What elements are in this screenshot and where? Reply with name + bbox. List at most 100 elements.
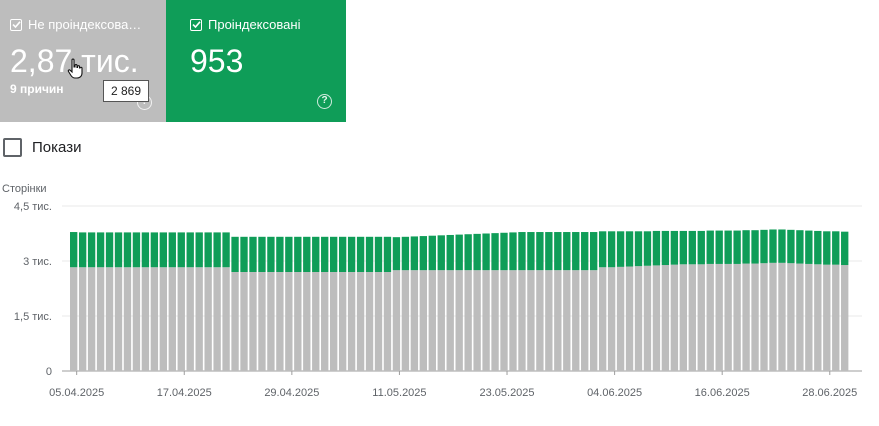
bar-indexed (733, 230, 741, 264)
bar-not_indexed (168, 267, 176, 371)
bar-not_indexed (105, 267, 114, 371)
bar-not_indexed (652, 265, 661, 371)
bar-not_indexed (832, 264, 840, 371)
bar-indexed (321, 236, 329, 272)
bar-not_indexed (132, 267, 141, 371)
bar-not_indexed (805, 263, 813, 371)
bar-indexed (267, 236, 275, 272)
bar-indexed (374, 236, 383, 272)
x-tick-label: 29.04.2025 (264, 387, 319, 399)
impressions-checkbox[interactable] (3, 138, 22, 157)
bar-not_indexed (661, 265, 670, 371)
bar-indexed (312, 236, 320, 272)
bar-indexed (607, 231, 616, 268)
bar-indexed (554, 232, 562, 271)
bar-indexed (814, 230, 822, 265)
question-circle-icon[interactable]: ? (317, 94, 332, 109)
bar-not_indexed (285, 272, 293, 371)
indexed-checkbox[interactable] (190, 18, 202, 31)
not-indexed-checkbox[interactable] (10, 18, 22, 31)
bar-indexed (482, 233, 490, 271)
bar-indexed (410, 236, 419, 271)
check-icon (11, 21, 21, 29)
bar-indexed (670, 230, 679, 265)
bar-indexed (401, 236, 410, 271)
bar-indexed (213, 232, 221, 268)
bar-indexed (841, 231, 849, 266)
bar-indexed (258, 236, 266, 272)
bar-not_indexed (455, 270, 463, 371)
bar-indexed (616, 231, 625, 267)
bar-indexed (159, 232, 168, 268)
bar-indexed (276, 236, 284, 272)
bar-indexed (518, 232, 526, 271)
bar-indexed (805, 230, 813, 264)
bar-not_indexed (643, 265, 652, 371)
bar-indexed (742, 230, 750, 264)
bar-indexed (751, 230, 759, 264)
bar-not_indexed (625, 266, 634, 371)
indexed-card[interactable]: Проіндексовані 953 ? (166, 0, 346, 122)
x-tick-label: 23.05.2025 (479, 387, 534, 399)
bar-not_indexed (769, 262, 777, 371)
bar-indexed (392, 237, 401, 271)
bar-not_indexed (222, 267, 230, 371)
bar-not_indexed (536, 270, 544, 371)
bar-not_indexed (598, 267, 607, 371)
bar-not_indexed (141, 267, 150, 371)
bar-indexed (356, 236, 365, 272)
not-indexed-header: Не проіндексова… (10, 17, 141, 32)
pages-chart: Сторінки 0 1,5 тис. 3 тис. 4,5 тис. 05.04.202… (2, 183, 862, 399)
bar-not_indexed (697, 264, 705, 371)
x-tick-label: 11.05.2025 (372, 387, 426, 399)
bar-not_indexed (814, 264, 822, 371)
y-tick-label: 4,5 тис. (14, 201, 52, 213)
bar-indexed (455, 234, 463, 271)
bar-not_indexed (330, 272, 338, 371)
bar-indexed (563, 232, 571, 271)
bar-not_indexed (401, 270, 410, 371)
x-tick-label: 04.06.2025 (587, 387, 642, 399)
bar-indexed (536, 232, 544, 271)
not-indexed-title: Не проіндексова… (28, 17, 142, 32)
bar-indexed (294, 236, 302, 272)
bar-not_indexed (500, 270, 508, 371)
bar-not_indexed (123, 267, 132, 371)
bar-not_indexed (276, 272, 284, 371)
bar-indexed (222, 232, 230, 268)
bar-not_indexed (374, 272, 383, 371)
bar-indexed (760, 229, 768, 264)
bar-not_indexed (572, 270, 580, 371)
bar-not_indexed (159, 267, 168, 371)
bar-not_indexed (114, 267, 123, 371)
bar-not_indexed (249, 272, 257, 371)
bar-indexed (652, 230, 661, 266)
not-indexed-card[interactable]: Не проіндексова… 2,87 тис. 9 причин ? (0, 0, 166, 122)
bar-not_indexed (437, 270, 445, 371)
bar-indexed (634, 231, 643, 267)
bar-indexed (150, 232, 159, 268)
bar-indexed (509, 232, 517, 271)
bar-not_indexed (365, 272, 374, 371)
bar-indexed (796, 230, 804, 264)
bar-indexed (787, 229, 795, 264)
bar-indexed (473, 233, 481, 271)
bar-indexed (715, 230, 723, 264)
bar-not_indexed (778, 262, 786, 371)
bar-indexed (141, 232, 150, 268)
bar-indexed (679, 230, 688, 265)
bar-not_indexed (213, 267, 221, 371)
y-axis-label: Сторінки (2, 183, 47, 195)
impressions-toggle[interactable]: Покази (3, 138, 81, 157)
bar-not_indexed (590, 270, 598, 371)
bar-indexed (572, 232, 580, 271)
bar-not_indexed (527, 270, 535, 371)
bar-indexed (590, 232, 598, 271)
bar-not_indexed (338, 272, 347, 371)
bar-not_indexed (428, 270, 436, 371)
bar-not_indexed (231, 272, 239, 371)
y-tick-label: 0 (46, 366, 52, 378)
bar-indexed (96, 232, 105, 268)
bar-not_indexed (78, 267, 87, 371)
bar-not_indexed (240, 272, 248, 371)
